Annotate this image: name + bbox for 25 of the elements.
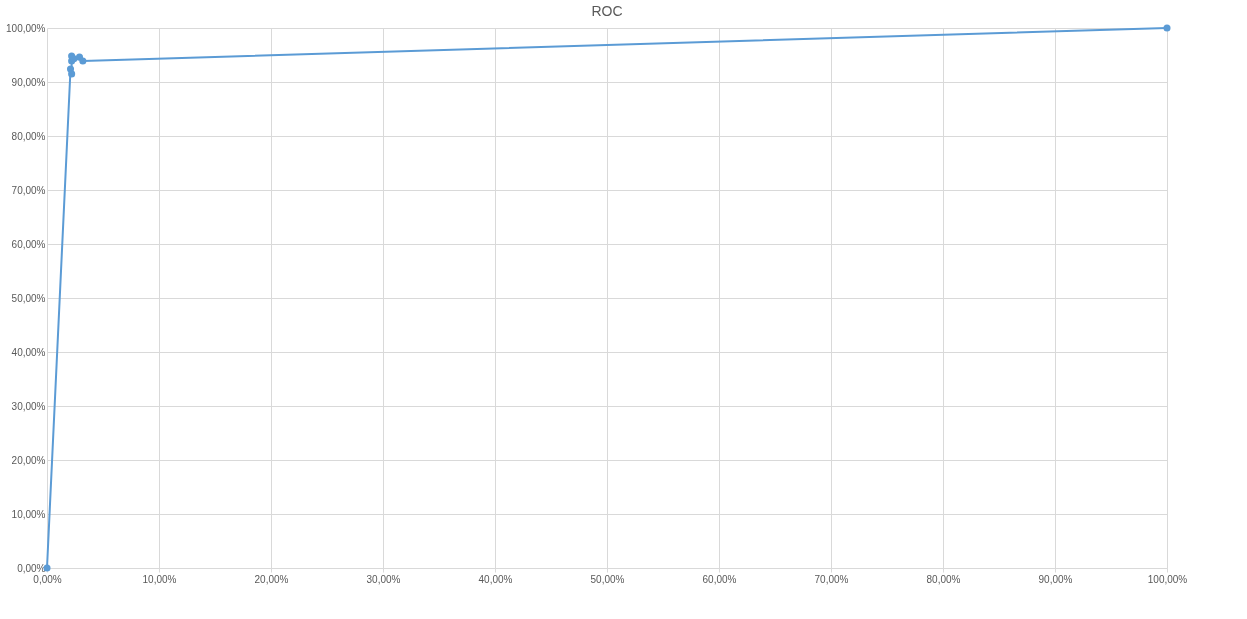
x-tick-label: 40,00% (478, 573, 513, 585)
chart-title: ROC (591, 3, 623, 19)
x-tick-label: 90,00% (1038, 573, 1073, 585)
point (79, 57, 87, 65)
x-tick-label: 60,00% (702, 573, 737, 585)
x-tick-label: 100,00% (1147, 573, 1188, 585)
y-tick-label: 70,00% (11, 184, 46, 196)
y-tick-label: 40,00% (11, 346, 46, 358)
x-tick-label: 70,00% (814, 573, 849, 585)
y-tick-label: 30,00% (11, 400, 46, 412)
y-tick-label: 50,00% (11, 292, 46, 304)
y-tick-label: 90,00% (11, 76, 46, 88)
y-tick-label: 10,00% (11, 508, 46, 520)
x-tick-label: 20,00% (254, 573, 289, 585)
x-tick-label: 50,00% (590, 573, 625, 585)
x-tick-label: 30,00% (366, 573, 401, 585)
y-tick-label: 60,00% (11, 238, 46, 250)
y-tick-label: 100,00% (6, 22, 46, 34)
y-tick-label: 20,00% (11, 454, 46, 466)
x-tick-label: 0,00% (33, 573, 62, 585)
y-tick-label: 80,00% (11, 130, 46, 142)
x-tick-label: 80,00% (926, 573, 961, 585)
x-tick-label: 10,00% (142, 573, 177, 585)
point (1163, 24, 1171, 32)
point (68, 70, 76, 78)
